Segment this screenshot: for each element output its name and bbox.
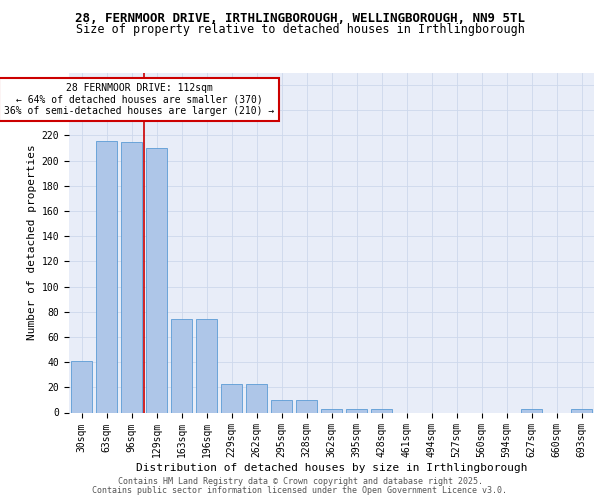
Bar xyxy=(121,142,142,412)
Text: 28 FERNMOOR DRIVE: 112sqm
← 64% of detached houses are smaller (370)
36% of semi: 28 FERNMOOR DRIVE: 112sqm ← 64% of detac… xyxy=(4,82,274,116)
X-axis label: Distribution of detached houses by size in Irthlingborough: Distribution of detached houses by size … xyxy=(136,463,527,473)
Bar xyxy=(171,320,192,412)
Text: Contains public sector information licensed under the Open Government Licence v3: Contains public sector information licen… xyxy=(92,486,508,495)
Bar xyxy=(196,320,217,412)
Bar xyxy=(521,408,542,412)
Bar xyxy=(571,408,592,412)
Bar xyxy=(321,408,342,412)
Bar xyxy=(296,400,317,412)
Bar xyxy=(346,408,367,412)
Bar xyxy=(371,408,392,412)
Bar xyxy=(71,361,92,412)
Bar xyxy=(246,384,267,412)
Bar xyxy=(271,400,292,412)
Bar xyxy=(146,148,167,412)
Text: Contains HM Land Registry data © Crown copyright and database right 2025.: Contains HM Land Registry data © Crown c… xyxy=(118,477,482,486)
Bar xyxy=(96,140,117,412)
Text: 28, FERNMOOR DRIVE, IRTHLINGBOROUGH, WELLINGBOROUGH, NN9 5TL: 28, FERNMOOR DRIVE, IRTHLINGBOROUGH, WEL… xyxy=(75,12,525,26)
Y-axis label: Number of detached properties: Number of detached properties xyxy=(28,144,37,340)
Text: Size of property relative to detached houses in Irthlingborough: Size of property relative to detached ho… xyxy=(76,22,524,36)
Bar xyxy=(221,384,242,412)
